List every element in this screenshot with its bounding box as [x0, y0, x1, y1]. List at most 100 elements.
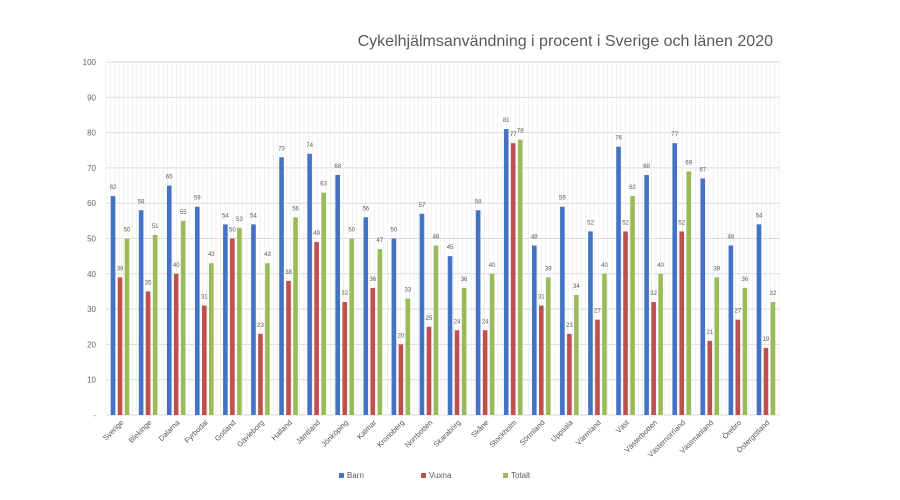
bar-barn [756, 224, 762, 415]
bar-totalt [461, 287, 467, 415]
data-label: 52 [622, 220, 629, 226]
y-tick-label: 90 [87, 93, 96, 102]
bar-barn [223, 224, 228, 415]
bar-vuxna [510, 143, 516, 415]
data-label: 63 [320, 182, 327, 188]
bar-totalt [517, 139, 523, 415]
bar-totalt [265, 263, 270, 415]
bar-barn [138, 210, 144, 415]
x-axis: Sverige Blekinge Dalarna Fyrbodal GotlandGäv… [101, 417, 771, 459]
data-label: 50 [391, 228, 398, 234]
data-label: 24 [454, 319, 461, 325]
legend-label: Totalt [511, 471, 531, 480]
data-label: 76 [615, 136, 622, 142]
bar-totalt [321, 192, 326, 415]
bar-vuxna [426, 326, 432, 415]
y-axis: - 10 20 30 40 50 60 70 80 90 100 [83, 58, 97, 420]
x-tick-label: Jönköping [320, 418, 351, 449]
y-tick-label: 10 [87, 376, 96, 385]
bar-barn [672, 143, 678, 415]
bar-vuxna [173, 273, 179, 415]
y-tick-label: 40 [87, 270, 96, 279]
x-tick-label: Sörmland [518, 418, 547, 447]
x-tick-label: Gävleborg [235, 418, 266, 449]
legend: Barn Vuxna Totalt [339, 471, 531, 480]
data-label: 48 [531, 235, 538, 241]
bar-barn [560, 206, 565, 415]
data-label: 31 [538, 295, 545, 301]
bar-barn [363, 217, 369, 415]
bar-barn [447, 256, 453, 415]
data-label: 36 [461, 277, 468, 283]
data-label: 38 [285, 270, 292, 276]
bar-totalt [377, 249, 383, 415]
bar-barn [644, 174, 649, 415]
data-label: 33 [405, 288, 412, 294]
data-label: 50 [229, 228, 236, 234]
data-label: 47 [376, 238, 383, 244]
bar-vuxna [679, 231, 685, 415]
bar-totalt [545, 277, 551, 415]
bar-barn [194, 206, 200, 415]
x-tick-label: Norrbotten [403, 418, 434, 449]
data-label: 77 [671, 132, 678, 138]
legend-label: Vuxna [429, 471, 452, 480]
data-label: 68 [334, 164, 341, 170]
data-label: 36 [742, 277, 749, 283]
data-label: 62 [629, 185, 636, 191]
data-label: 67 [699, 167, 706, 173]
bar-totalt [180, 220, 186, 415]
data-label: 43 [208, 252, 215, 258]
data-label: 43 [264, 252, 271, 258]
data-label: 54 [250, 213, 257, 219]
data-label: 69 [685, 160, 692, 166]
y-tick-label: 20 [87, 340, 96, 349]
bar-vuxna [651, 302, 656, 415]
data-label: 51 [152, 224, 159, 230]
data-label: 50 [348, 228, 355, 234]
data-label: 73 [278, 146, 285, 152]
bar-vuxna [482, 330, 488, 415]
x-tick-label: Sverige [101, 418, 125, 442]
x-tick-label: Örebro [720, 418, 743, 441]
data-label: 27 [594, 309, 601, 315]
data-label: 31 [201, 295, 208, 301]
x-tick-label: Fyrbodal [183, 418, 210, 445]
data-label: 53 [236, 217, 243, 223]
y-tick-label: - [93, 411, 96, 420]
bar-vuxna [707, 340, 713, 415]
bar-vuxna [117, 277, 123, 415]
bar-vuxna [735, 319, 741, 415]
data-label: 54 [222, 213, 229, 219]
bar-vuxna [538, 305, 544, 415]
bar-vuxna [201, 305, 207, 415]
data-label: 58 [475, 199, 482, 205]
bar-vuxna [623, 231, 628, 415]
bar-totalt [293, 217, 298, 415]
bar-totalt [152, 234, 158, 415]
data-label: 56 [292, 206, 299, 212]
x-tick-label: Halland [270, 418, 294, 442]
bar-barn [728, 245, 734, 415]
data-label: 19 [763, 337, 770, 343]
gridlines [105, 61, 780, 416]
bar-totalt [237, 227, 242, 415]
bar-vuxna [454, 330, 460, 415]
bar-barn [700, 178, 706, 415]
bar-totalt [208, 263, 214, 415]
data-label: 59 [559, 196, 566, 202]
data-label: 20 [398, 333, 405, 339]
data-label: 48 [728, 235, 735, 241]
bar-totalt [630, 196, 635, 415]
x-tick-label: Jämtland [294, 418, 322, 446]
data-label: 45 [447, 245, 454, 251]
legend-swatch [421, 473, 426, 478]
bars [110, 129, 776, 415]
data-label: 78 [517, 129, 524, 135]
data-label: 59 [194, 196, 201, 202]
data-label: 23 [566, 323, 573, 329]
x-tick-label: Gotland [213, 418, 238, 443]
bar-vuxna [286, 280, 291, 415]
data-label: 35 [145, 280, 152, 286]
bar-barn [419, 213, 425, 415]
